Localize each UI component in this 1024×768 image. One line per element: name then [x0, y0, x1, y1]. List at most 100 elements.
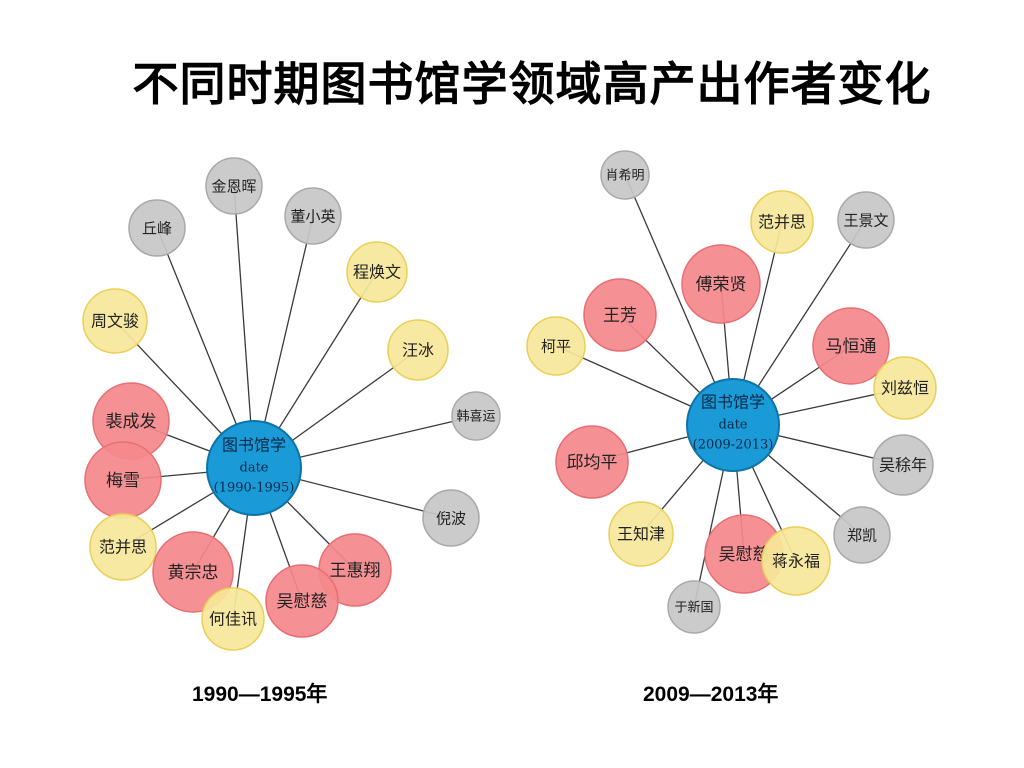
- author-node-circle: [89, 513, 157, 581]
- author-node-circle: [608, 501, 674, 567]
- author-node-label: 刘兹恒: [881, 379, 929, 398]
- author-node: 肖希明: [600, 150, 650, 200]
- author-node-circle: [205, 157, 263, 215]
- page-title: 不同时期图书馆学领域高产出作者变化: [132, 57, 932, 111]
- author-node: 何佳讯: [201, 587, 265, 651]
- center-node-line2: date: [240, 461, 269, 476]
- author-node: 梅雪: [84, 441, 162, 519]
- author-node-circle: [451, 391, 501, 441]
- author-node-label: 程焕文: [353, 263, 401, 282]
- author-node-label: 何佳讯: [209, 610, 257, 629]
- author-node-circle: [387, 319, 449, 381]
- author-node-label: 蒋永福: [772, 552, 820, 571]
- author-node-label: 董小英: [290, 208, 335, 226]
- author-node-label: 韩喜运: [456, 410, 495, 425]
- author-node-circle: [82, 288, 148, 354]
- author-node-circle: [600, 150, 650, 200]
- center-node-circle: [206, 420, 302, 516]
- author-node: 倪波: [422, 489, 480, 547]
- author-node-label: 王芳: [603, 306, 637, 326]
- author-node-label: 柯平: [541, 338, 571, 356]
- center-node: 图书馆学 date (1990-1995): [206, 420, 302, 516]
- author-node-circle: [667, 580, 721, 634]
- author-node-circle: [526, 316, 586, 376]
- author-node-label: 金恩晖: [211, 178, 256, 196]
- author-node: 于新国: [667, 580, 721, 634]
- author-node-label: 马恒通: [826, 337, 877, 357]
- caption-2009-2013: 2009—2013年: [643, 683, 779, 706]
- author-node: 郑凯: [833, 506, 891, 564]
- author-node-circle: [837, 191, 895, 249]
- author-node-label: 王惠翔: [330, 561, 381, 581]
- author-node-label: 倪波: [436, 510, 466, 528]
- author-node-circle: [265, 564, 339, 638]
- author-node-label: 周文骏: [91, 312, 139, 331]
- author-node-circle: [812, 307, 890, 385]
- author-node-circle: [833, 506, 891, 564]
- author-node-circle: [872, 434, 934, 496]
- author-node-label: 傅荣贤: [696, 275, 747, 295]
- author-node-label: 梅雪: [106, 471, 140, 491]
- author-node: 裴成发: [92, 382, 170, 460]
- author-node-label: 王景文: [843, 212, 888, 230]
- author-node: 柯平: [526, 316, 586, 376]
- author-node-circle: [761, 526, 831, 596]
- author-node-label: 范并思: [99, 538, 147, 557]
- center-node-circle: [686, 378, 780, 472]
- center-node: 图书馆学 date (2009-2013): [686, 378, 780, 472]
- author-node: 董小英: [284, 187, 342, 245]
- author-node: 吴慰慈: [265, 564, 339, 638]
- author-node-circle: [284, 187, 342, 245]
- author-node: 丘峰: [128, 199, 186, 257]
- author-node: 邱均平: [555, 425, 629, 499]
- author-node: 周文骏: [82, 288, 148, 354]
- author-node-label: 吴慰慈: [277, 592, 328, 612]
- center-node-line2: date: [719, 418, 748, 433]
- author-node: 程焕文: [346, 241, 408, 303]
- author-node-circle: [128, 199, 186, 257]
- author-node: 蒋永福: [761, 526, 831, 596]
- author-node-label: 汪冰: [402, 341, 434, 360]
- author-node: 马恒通: [812, 307, 890, 385]
- author-node: 黄宗忠: [152, 531, 234, 613]
- author-node-circle: [750, 190, 814, 254]
- center-node-line1: 图书馆学: [701, 393, 765, 412]
- author-node: 王景文: [837, 191, 895, 249]
- author-node: 范并思: [89, 513, 157, 581]
- author-node-label: 吴稌年: [879, 456, 927, 475]
- author-node-label: 郑凯: [847, 527, 877, 545]
- author-node-label: 裴成发: [106, 412, 157, 432]
- author-node: 韩喜运: [451, 391, 501, 441]
- author-node-circle: [152, 531, 234, 613]
- author-node-label: 范并思: [758, 213, 806, 232]
- author-node: 范并思: [750, 190, 814, 254]
- author-node-label: 黄宗忠: [168, 563, 219, 583]
- author-node: 金恩晖: [205, 157, 263, 215]
- author-node-label: 邱均平: [567, 453, 618, 473]
- author-node: 吴稌年: [872, 434, 934, 496]
- author-node: 汪冰: [387, 319, 449, 381]
- author-node: 傅荣贤: [681, 244, 761, 324]
- author-node: 王惠翔: [318, 533, 392, 607]
- author-node-label: 丘峰: [142, 220, 172, 238]
- center-node-line3: (2009-2013): [693, 438, 774, 453]
- author-node-circle: [681, 244, 761, 324]
- author-node-label: 于新国: [674, 600, 713, 616]
- caption-1990-1995: 1990—1995年: [192, 683, 328, 706]
- author-node: 王知津: [608, 501, 674, 567]
- author-node: 吴慰慈: [704, 514, 784, 594]
- author-node-circle: [201, 587, 265, 651]
- author-node-circle: [583, 278, 657, 352]
- author-node-circle: [422, 489, 480, 547]
- author-node-circle: [555, 425, 629, 499]
- center-node-line1: 图书馆学: [222, 436, 286, 455]
- author-node: 刘兹恒: [873, 356, 937, 420]
- center-node-line3: (1990-1995): [214, 481, 295, 496]
- author-node-label: 肖希明: [605, 169, 644, 184]
- author-node-label: 吴慰慈: [719, 545, 770, 565]
- author-node-label: 王知津: [617, 525, 665, 544]
- author-node-circle: [346, 241, 408, 303]
